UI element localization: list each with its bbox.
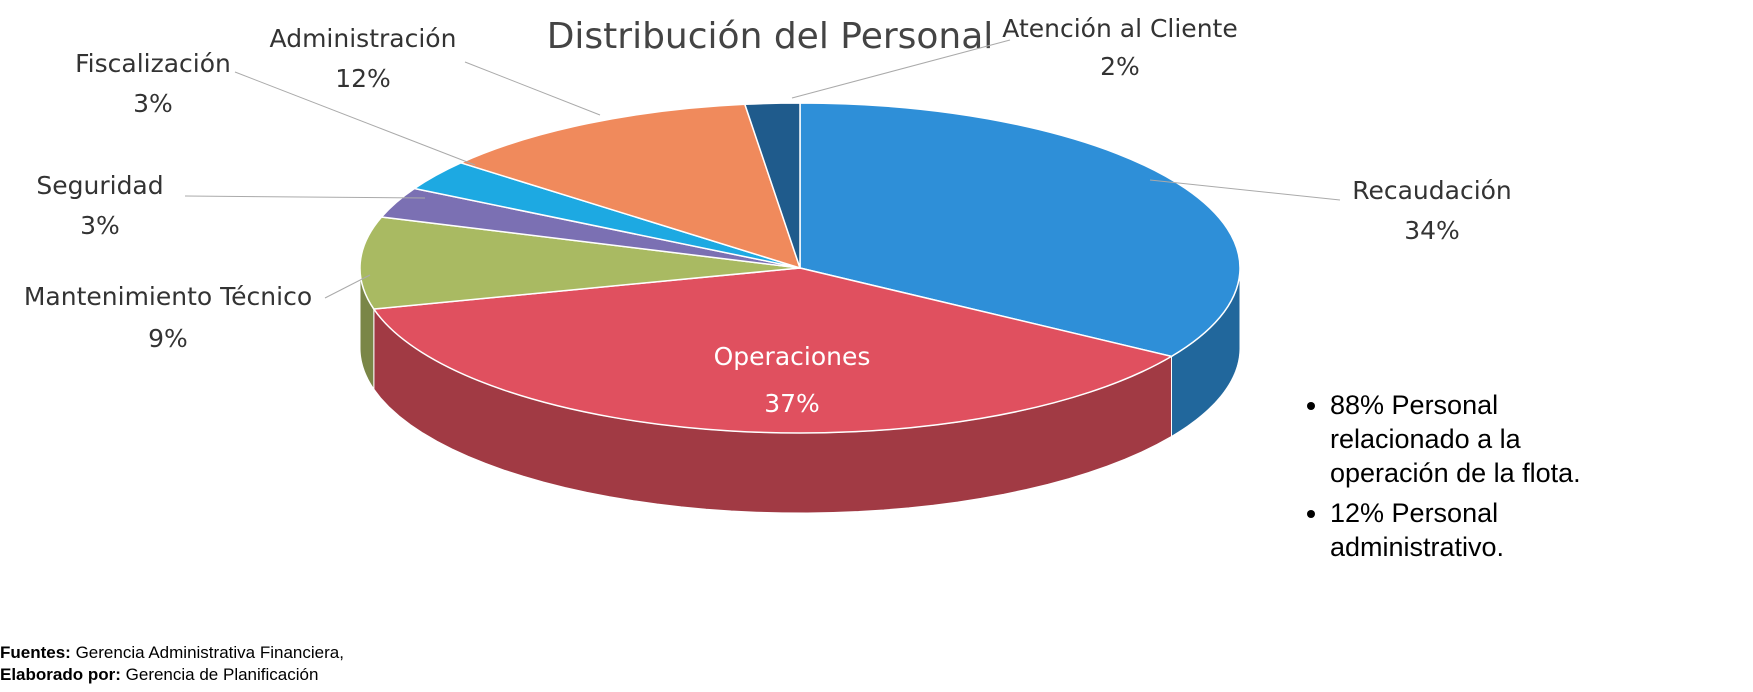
slice-label: Operaciones: [714, 342, 871, 371]
value-label: 9%: [148, 324, 188, 353]
value-label: 3%: [80, 211, 120, 240]
slice-label: Mantenimiento Técnico: [24, 282, 312, 311]
source-label: Elaborado por:: [0, 665, 121, 684]
source-label: Fuentes:: [0, 643, 71, 662]
value-label: 34%: [1404, 216, 1460, 245]
leader-line: [324, 274, 371, 299]
leader-line: [234, 71, 476, 166]
slice-label: Recaudación: [1352, 176, 1512, 205]
note: 12% Personal administrativo.: [1330, 496, 1630, 564]
slice: [372, 267, 1174, 434]
leader-line: [1149, 179, 1341, 201]
chart-title: Distribución del Personal: [547, 16, 994, 57]
slice-label: Administración: [270, 24, 457, 53]
source: Fuentes: Gerencia Administrativa Financi…: [0, 642, 344, 686]
value-label: 12%: [335, 64, 391, 93]
slice: [458, 103, 802, 270]
slice: [743, 102, 801, 269]
slice: [359, 216, 801, 310]
source-text: Gerencia Administrativa Financiera,: [75, 643, 344, 662]
source-line: Fuentes: Gerencia Administrativa Financi…: [0, 642, 344, 664]
note: 88% Personal relacionado a la operación …: [1330, 388, 1630, 490]
slice-label: Atención al Cliente: [1002, 14, 1237, 43]
leader-line: [791, 39, 1011, 99]
slice-label: Fiscalización: [75, 49, 231, 78]
slice-label: Seguridad: [36, 171, 163, 200]
leader-line: [464, 61, 601, 116]
value-label: 2%: [1100, 52, 1140, 81]
source-line: Elaborado por: Gerencia de Planificación: [0, 664, 344, 686]
value-label: 37%: [764, 389, 820, 418]
source-text: Gerencia de Planificación: [125, 665, 319, 684]
slice: [799, 102, 1241, 358]
notes: 88% Personal relacionado a la operación …: [1270, 388, 1630, 570]
value-label: 3%: [133, 89, 173, 118]
leader-line: [184, 195, 426, 199]
